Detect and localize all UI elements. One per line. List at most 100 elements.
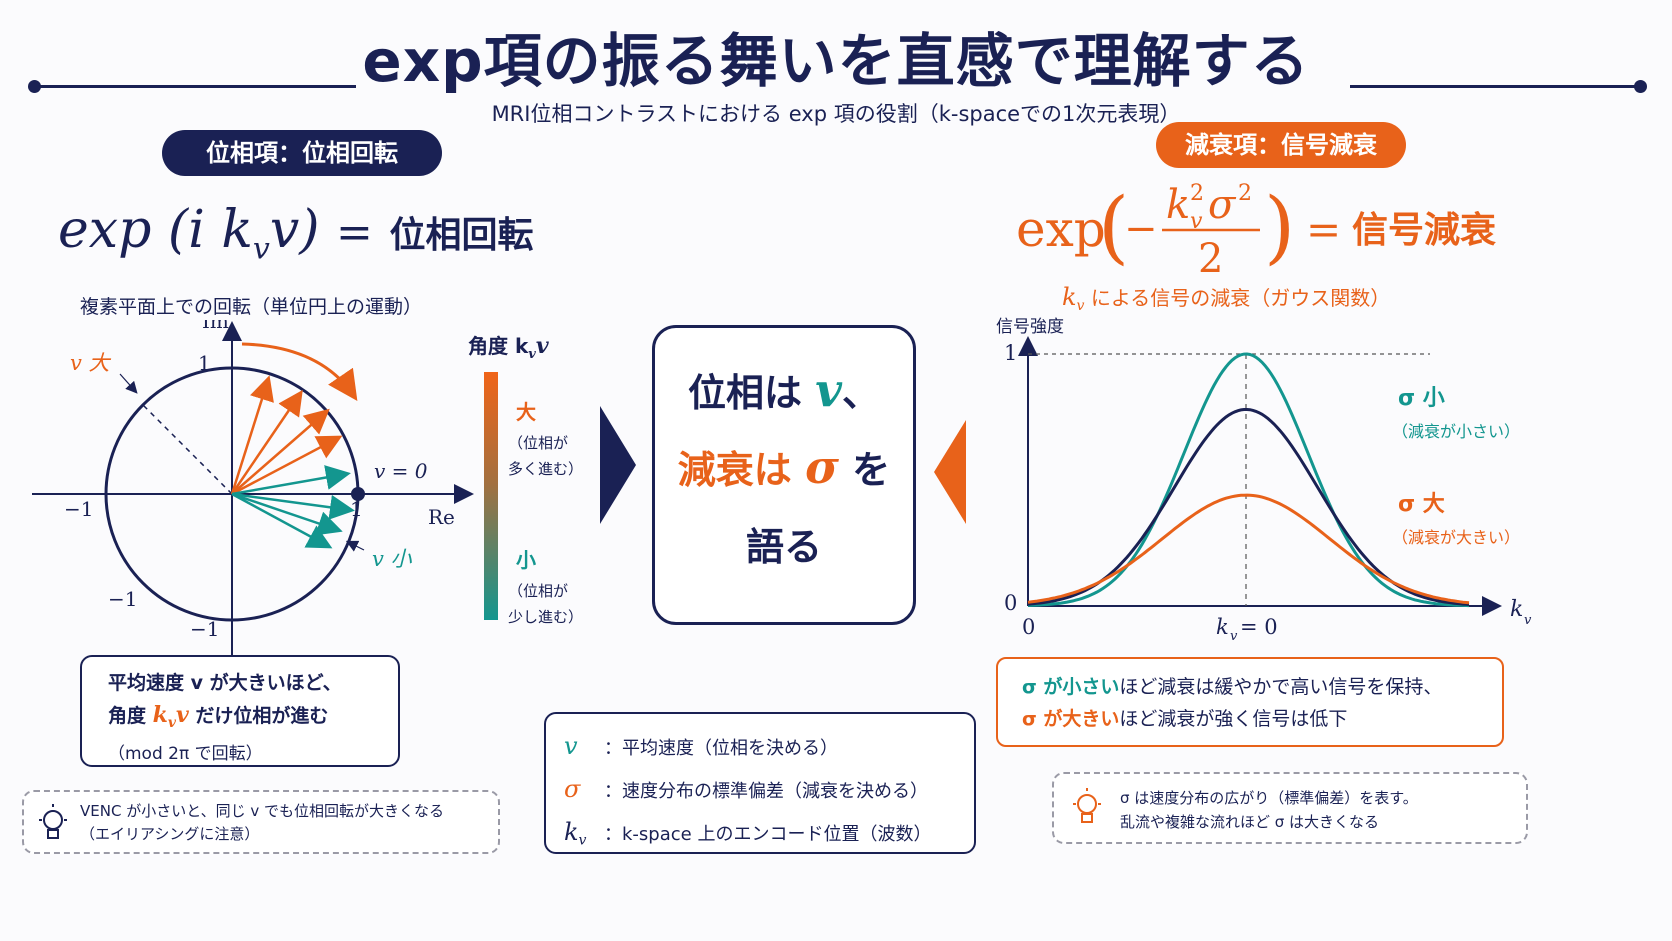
legend-text-kv: ：k-space 上のエンコード位置（波数）: [604, 824, 932, 845]
center-line2: 減衰は σ を: [655, 439, 913, 494]
gradient-large-note: （位相が 多く進む）: [508, 430, 583, 482]
phase-note-line1: 平均速度 v が大きいほど、: [108, 672, 342, 694]
legend-sym-k-sub: v: [578, 832, 587, 849]
large-v-pointer: [119, 373, 138, 394]
decay-formula-k-sub: v: [1190, 209, 1203, 234]
title-rule-left-dot: [28, 80, 41, 93]
phase-formula-lhs: exp (i k: [58, 200, 253, 260]
chart-y-zero: 0: [1004, 591, 1017, 615]
decay-caption: kv による信号の減衰（ガウス関数）: [1062, 282, 1390, 314]
orange-vector-2: [230, 389, 303, 495]
v-zero-label: v = 0: [374, 459, 428, 483]
gaussian-curve-2: [1027, 493, 1470, 605]
decay-note-line2: σ が大きいほど減衰が強く信号は低下: [1022, 703, 1478, 735]
minus-one-label-a: −1: [108, 587, 137, 611]
phase-formula-eq: =: [336, 207, 373, 258]
decay-note-line1-b: ほど減衰は緩やかで高い信号を保持、: [1119, 676, 1443, 698]
sigma-large-label: σ 大: [1398, 492, 1445, 517]
decay-formula-rhs: 信号減衰: [1352, 210, 1496, 251]
title-rule-left: [36, 85, 356, 88]
sigma-large-note: （減衰が大きい）: [1392, 528, 1521, 547]
page-title: exp項の振る舞いを直感で理解する: [362, 27, 1310, 95]
gradient-small-label: 小: [516, 548, 536, 572]
decay-formula: exp ( − k 2 v σ 2 2 ) = 信号減衰: [1016, 180, 1496, 282]
chart-ylabel: 信号強度: [996, 317, 1064, 337]
center-line2-b: を: [838, 448, 891, 492]
phase-tip-line2: （エイリアシングに注意）: [80, 825, 260, 843]
sigma-small-label: σ 小: [1398, 386, 1445, 411]
phase-note-v: v: [176, 702, 189, 728]
center-line3: 語る: [745, 525, 822, 569]
decay-formula-den: 2: [1198, 236, 1223, 282]
chart-y-one: 1: [1004, 341, 1017, 365]
orange-vector-1: [230, 375, 274, 495]
v-large-label: v 大: [70, 351, 112, 375]
decay-formula-sigma-sup: 2: [1238, 181, 1252, 206]
decay-caption-k: k: [1062, 283, 1077, 311]
chart-x-axis-label: k: [1510, 597, 1523, 622]
right-chevron-icon: [934, 420, 966, 524]
small-v-pointer: [345, 540, 365, 552]
phase-note-sub: v: [167, 714, 177, 731]
legend-sym-k: k: [564, 818, 579, 846]
gradient-large-label: 大: [516, 400, 536, 424]
decay-formula-exp: exp: [1016, 200, 1106, 258]
gaussian-decay-chart: 信号強度 1 0 0 k v k v = 0: [996, 317, 1532, 644]
v-small-label: v 小: [372, 547, 413, 571]
symbol-legend-box: v ：平均速度（位相を決める） σ ：速度分布の標準偏差（減衰を決める） kv ：k-…: [544, 712, 976, 854]
phase-note-k: k: [152, 702, 168, 728]
title-rule-right: [1350, 85, 1640, 88]
phase-formula-var: v): [269, 200, 320, 260]
decay-tip-box: σ は速度分布の広がり（標準偏差）を表す。 乱流や複雑な流れほど σ は大きくな…: [1052, 772, 1528, 844]
phase-term-pill: 位相項：位相回転: [162, 130, 442, 176]
center-line2-var: σ: [805, 440, 839, 494]
decay-formula-rparen: ): [1264, 180, 1295, 273]
gradient-large-note2: 多く進む）: [508, 460, 584, 478]
lightbulb-icon: [1073, 788, 1101, 823]
gradient-small-note2: 少し進む）: [508, 608, 584, 626]
gaussian-curve-0: [1027, 352, 1470, 608]
phase-formula-sub: v: [252, 231, 270, 267]
legend-text-v: ：平均速度（位相を決める）: [604, 738, 838, 759]
lightbulb-icon: [39, 804, 67, 839]
gradient-bar-label: 角度 kvv: [468, 330, 549, 362]
center-line1: 位相は v、: [655, 362, 913, 417]
unit-circle-plot: Im Re 1 1 −1 −1 −1 v 大 v 小 v = 0: [32, 320, 474, 660]
chart-x-center-k: k: [1216, 615, 1229, 639]
decay-caption-sub: v: [1076, 298, 1085, 314]
decay-formula-k-sup: 2: [1190, 181, 1204, 206]
re-minus-one-label: −1: [64, 497, 93, 521]
title-rule-right-dot: [1634, 80, 1647, 93]
center-line1-var: v: [815, 363, 842, 417]
orange-vector-3: [231, 408, 330, 495]
decay-note-line1: σ が小さいほど減衰は緩やかで高い信号を保持、: [1022, 671, 1478, 703]
teal-vector-4: [231, 492, 333, 549]
legend-item-kv: kv ：k-space 上のエンコード位置（波数）: [564, 812, 956, 861]
im-label: Im: [202, 320, 229, 333]
orange-vector-4: [231, 435, 343, 496]
gradient-label-var: v: [535, 333, 549, 359]
re-label: Re: [428, 505, 455, 529]
sigma-small-note: （減衰が小さい）: [1392, 422, 1521, 441]
large-v-dashed: [141, 403, 233, 495]
decay-note-box: σ が小さいほど減衰は緩やかで高い信号を保持、 σ が大きいほど減衰が強く信号は…: [996, 657, 1504, 747]
chart-curves: [1027, 352, 1470, 608]
decay-term-pill: 減衰項：信号減衰: [1156, 122, 1406, 168]
im-minus-one-label: −1: [190, 617, 219, 641]
im-one-label: 1: [198, 351, 211, 375]
phase-caption: 複素平面上での回転（単位円上の運動）: [80, 296, 423, 318]
chart-x-center-sub: v: [1230, 629, 1238, 644]
decay-formula-eq: =: [1306, 205, 1341, 254]
decay-caption-text: による信号の減衰（ガウス関数）: [1084, 286, 1391, 310]
phase-note-line2-d: だけ位相が進む: [188, 705, 329, 727]
phase-tip-line1: VENC が小さいと、同じ v でも位相回転が大きくなる: [80, 802, 445, 820]
phase-note-line2-a: 角度: [108, 705, 153, 727]
decay-note-line1-a: σ が小さい: [1022, 676, 1120, 698]
legend-item-sigma: σ ：速度分布の標準偏差（減衰を決める）: [564, 769, 956, 812]
phase-formula-rhs: 位相回転: [389, 215, 534, 256]
legend-sym-sigma: σ: [564, 775, 581, 803]
phase-tip-box: VENC が小さいと、同じ v でも位相回転が大きくなる （エイリアシングに注意…: [22, 790, 500, 854]
gradient-small-note1: （位相が: [508, 582, 569, 600]
chart-x-axis-sub: v: [1524, 613, 1532, 628]
phase-formula: exp (i kvv) = 位相回転: [58, 200, 533, 266]
